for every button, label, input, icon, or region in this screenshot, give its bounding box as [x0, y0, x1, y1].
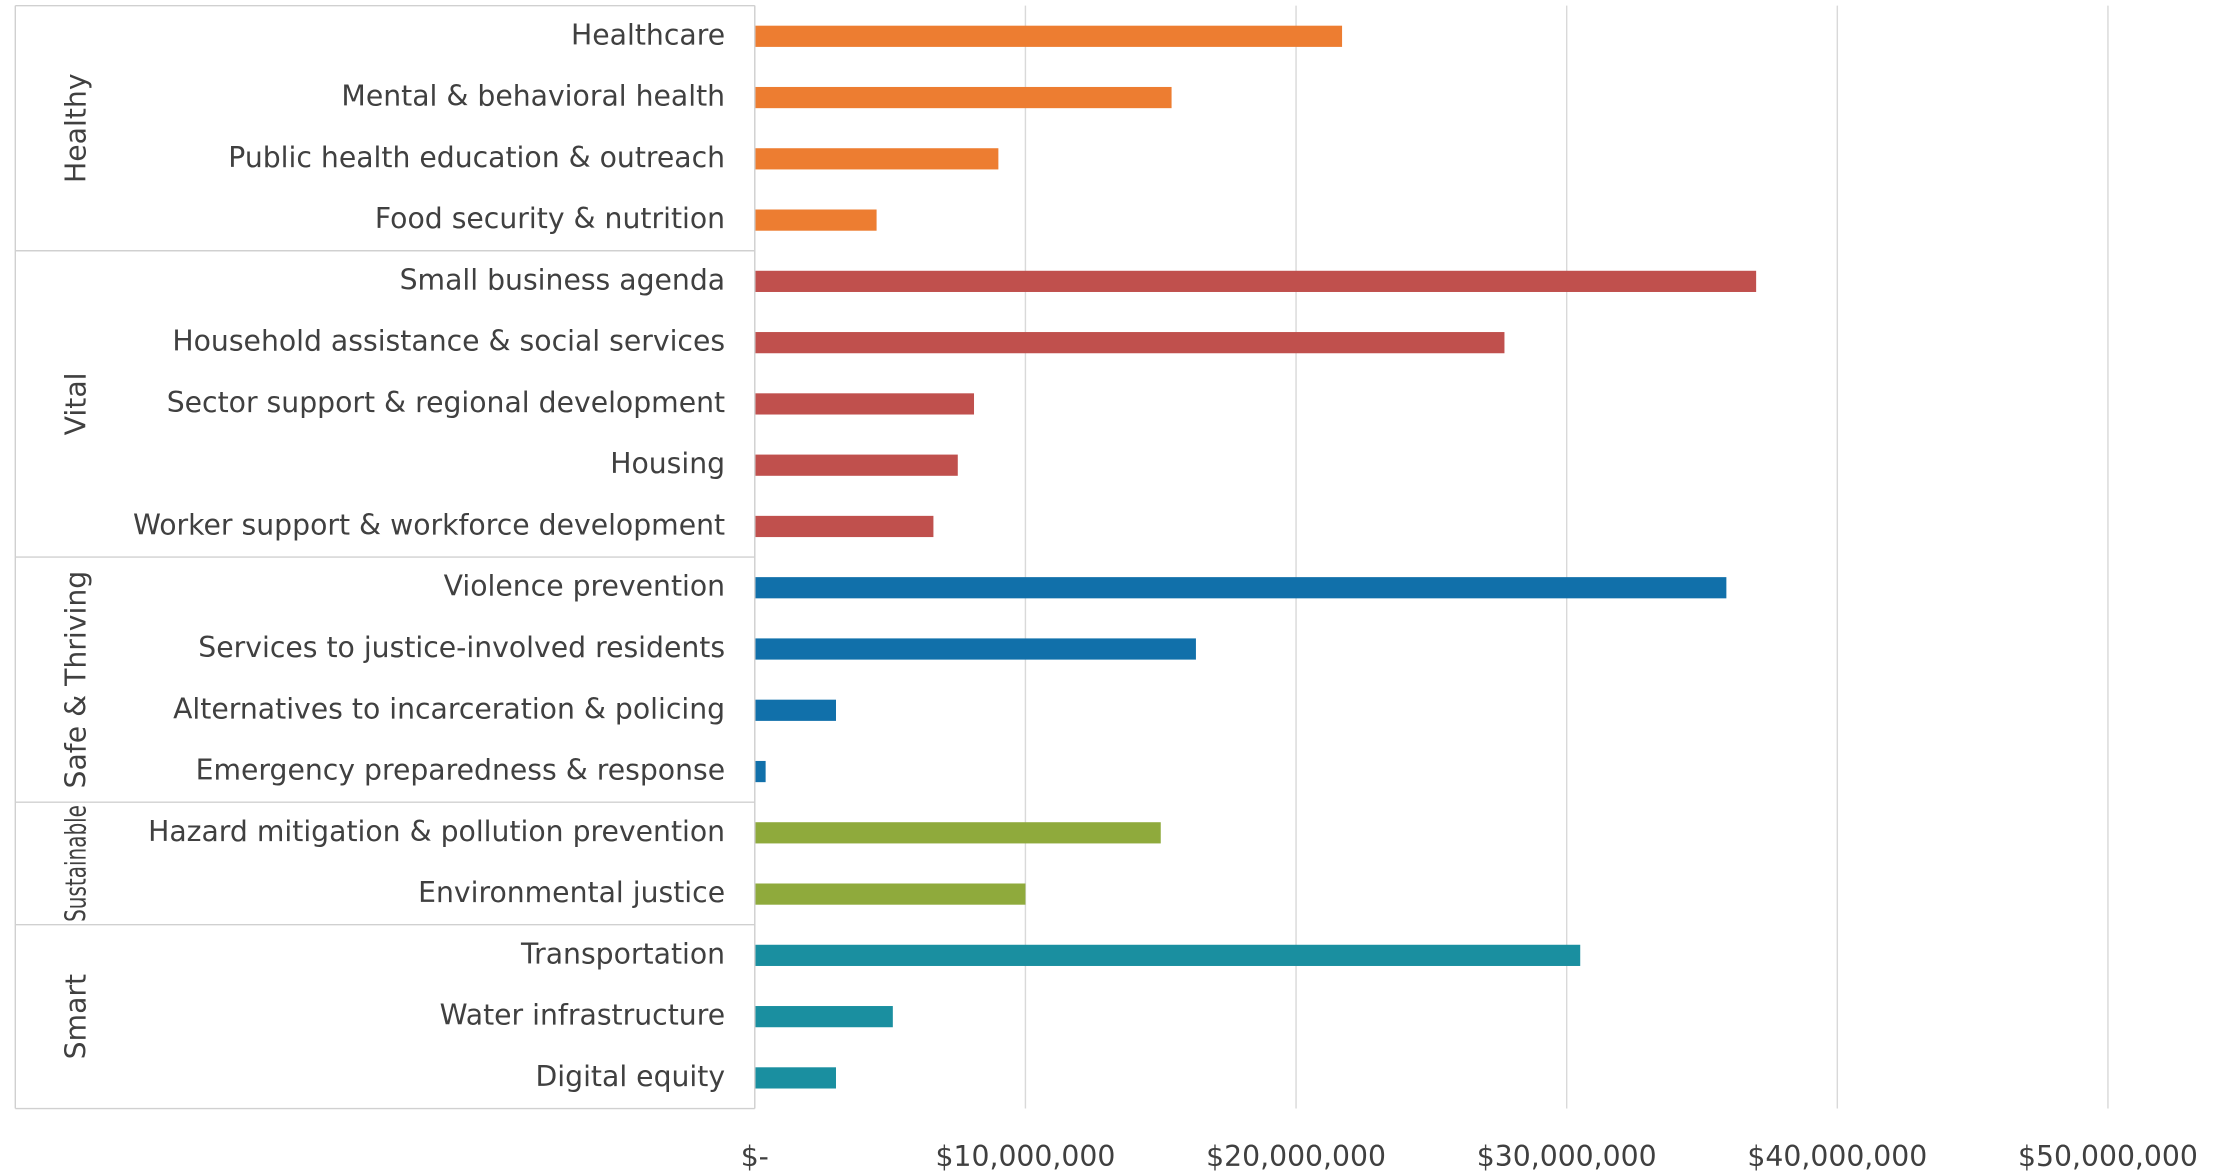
x-tick-label: $40,000,000: [1747, 1140, 1927, 1173]
category-label: Housing: [610, 447, 725, 480]
x-tick-label: $20,000,000: [1206, 1140, 1386, 1173]
bar: [754, 148, 999, 170]
category-label: Sector support & regional development: [167, 386, 725, 419]
bar: [754, 454, 958, 476]
bar: [754, 699, 836, 721]
bar: [754, 332, 1505, 354]
x-tick-label: $10,000,000: [936, 1140, 1116, 1173]
group-label: Safe & Thriving: [60, 571, 93, 789]
x-tick-label: $50,000,000: [2018, 1140, 2198, 1173]
category-label: Mental & behavioral health: [341, 80, 725, 113]
group-label: Vital: [60, 373, 93, 436]
bar: [754, 393, 975, 415]
group-label: Smart: [60, 974, 93, 1060]
bar: [754, 25, 1343, 47]
bar: [754, 1067, 836, 1089]
category-label: Small business agenda: [400, 263, 726, 296]
category-label: Emergency preparedness & response: [196, 754, 725, 787]
category-label: Healthcare: [571, 18, 725, 51]
category-label: Services to justice-involved residents: [198, 631, 725, 664]
category-label: Household assistance & social services: [172, 325, 725, 358]
bar: [754, 209, 877, 231]
category-label: Worker support & workforce development: [133, 508, 725, 541]
bar: [754, 1006, 893, 1028]
bar: [754, 86, 1172, 109]
bar: [754, 822, 1161, 844]
category-label: Public health education & outreach: [228, 141, 725, 174]
group-label: Healthy: [60, 73, 93, 183]
x-tick-label: $30,000,000: [1477, 1140, 1657, 1173]
x-tick-label: $-: [741, 1140, 769, 1173]
category-label: Digital equity: [536, 1060, 726, 1093]
category-label: Food security & nutrition: [375, 202, 725, 235]
group-label: Sustainable: [60, 805, 93, 922]
bar: [754, 577, 1727, 599]
bar: [754, 760, 766, 783]
category-label: Alternatives to incarceration & policing: [173, 692, 725, 725]
bar: [754, 944, 1581, 966]
category-label: Transportation: [520, 937, 725, 970]
bar: [754, 515, 934, 538]
category-label: Environmental justice: [418, 876, 725, 909]
bar: [754, 883, 1026, 905]
bar: [754, 270, 1757, 292]
category-label: Hazard mitigation & pollution prevention: [148, 815, 725, 848]
bar: [754, 638, 1196, 660]
category-label: Water infrastructure: [440, 999, 725, 1032]
category-label: Violence prevention: [444, 570, 725, 603]
